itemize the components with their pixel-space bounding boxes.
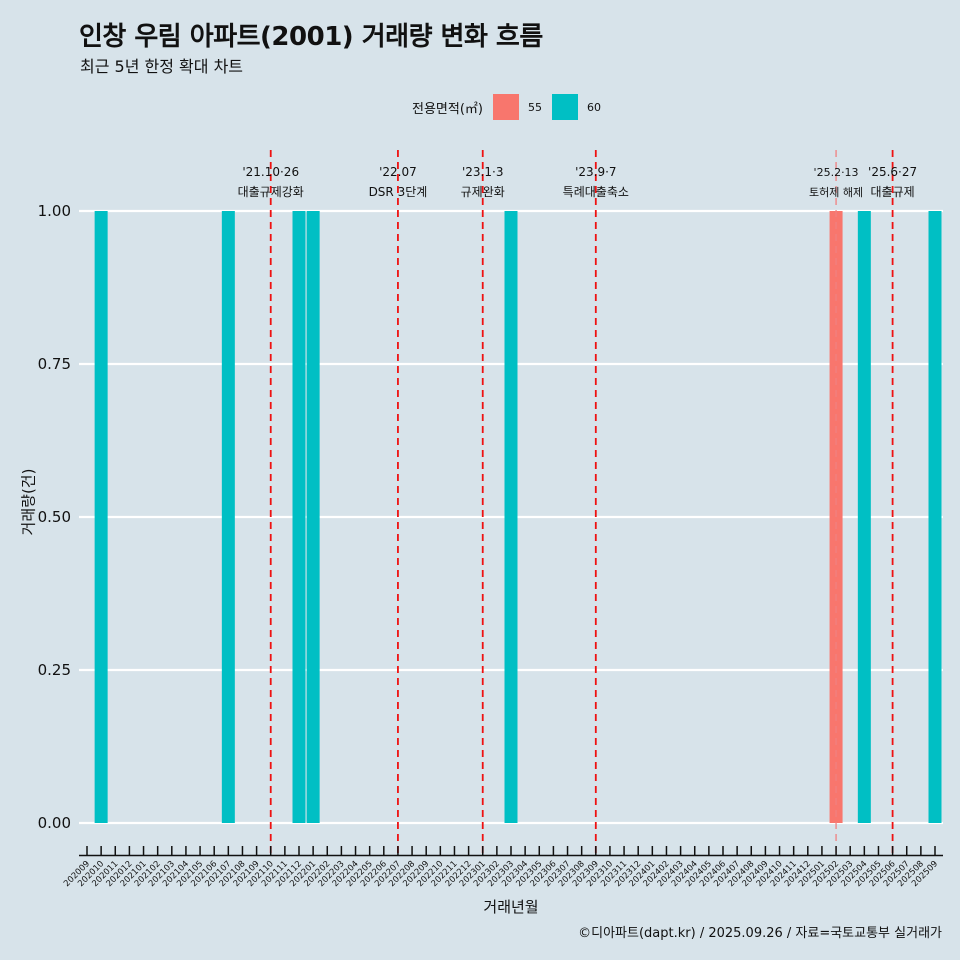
event-date-label: '23.9·7: [575, 165, 616, 179]
y-tick-label: 0.25: [38, 661, 71, 679]
legend: 전용면적(㎡) 55 60: [412, 93, 611, 121]
y-tick-label: 0.75: [38, 355, 71, 373]
event-name-label: 대출규제강화: [238, 185, 304, 199]
legend-swatch-60: [551, 94, 578, 120]
legend-title: 전용면적(㎡): [412, 101, 483, 117]
bar-60-202504: [857, 211, 871, 823]
chart-title: 인창 우림 아파트(2001) 거래량 변화 흐름: [79, 22, 543, 52]
bar-60-202107: [221, 211, 235, 823]
source-caption: ©디아파트(dapt.kr) / 2025.09.26 / 자료=국토교통부 실…: [578, 926, 942, 941]
legend-swatch-55: [492, 94, 519, 120]
bar-60-202201: [306, 211, 320, 823]
event-name-label: 대출규제: [871, 185, 915, 199]
event-name-label: 규제완화: [461, 185, 505, 199]
event-date-label: '25.6·27: [868, 165, 917, 179]
event-date-label: '22.07: [379, 165, 417, 179]
legend-label-60: 60: [586, 100, 601, 114]
event-date-label: '25.2·13: [814, 166, 859, 179]
bar-60-202509: [928, 211, 942, 823]
y-tick-label: 0.00: [38, 814, 71, 832]
event-date-label: '21.10·26: [242, 165, 299, 179]
bar-60-202112: [292, 211, 306, 823]
bar-60-202010: [94, 211, 108, 823]
y-tick-label: 0.50: [38, 508, 71, 526]
x-axis-label: 거래년월: [483, 898, 539, 916]
y-axis-label: 거래량(건): [19, 468, 38, 536]
chart-subtitle: 최근 5년 한정 확대 차트: [80, 57, 244, 76]
bar-60-202303: [504, 211, 518, 823]
event-date-label: '23.1·3: [462, 165, 503, 179]
event-name-label: DSR 3단계: [369, 185, 428, 199]
event-name-label: 특례대출축소: [563, 185, 629, 199]
event-name-label: 토허제 해제: [809, 185, 863, 199]
legend-label-55: 55: [527, 100, 542, 114]
y-tick-label: 1.00: [38, 202, 71, 220]
